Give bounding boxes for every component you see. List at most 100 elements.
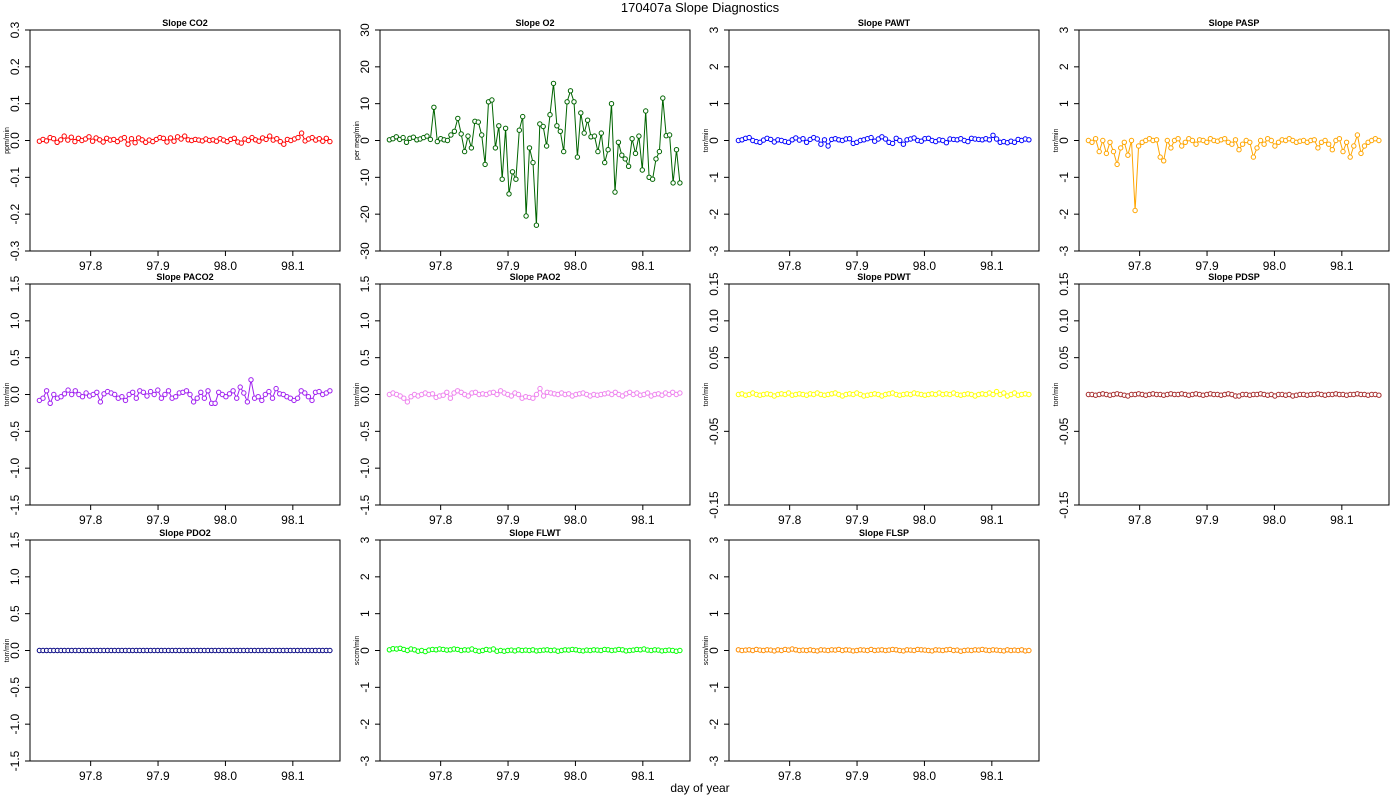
data-point [444, 389, 450, 395]
data-point [151, 391, 157, 398]
y-tick-label: 1 [707, 100, 721, 107]
panel-slope-paco2: Slope PACO2 97.8 97.9 98.0 98.1 -1.5 -1.0 -0.5 0… [4, 272, 341, 527]
data-point [267, 133, 273, 139]
data-point [266, 388, 272, 395]
data-point [990, 132, 996, 139]
y-tick-label: 0.1 [8, 95, 22, 112]
data-point [677, 180, 683, 186]
data-point [178, 136, 184, 142]
x-tick-label: 98.1 [631, 513, 655, 527]
y-tick-label: 0.15 [1057, 272, 1071, 296]
data-point [112, 391, 118, 398]
y-tick-label: -2 [707, 719, 721, 730]
plot-frame [728, 283, 1040, 506]
y-tick-label: -0.3 [8, 240, 22, 261]
y-tick-label: 0 [707, 647, 721, 654]
series-line [1088, 133, 1380, 211]
y-axis-label: torr/min [4, 639, 11, 663]
data-point [72, 388, 79, 394]
y-tick-label: 0.0 [8, 132, 22, 149]
data-point [1229, 141, 1235, 147]
data-point [262, 391, 268, 398]
data-point [89, 138, 96, 144]
data-point [595, 148, 601, 155]
x-tick-label: 97.8 [429, 259, 453, 273]
y-axis-label: torr/min [4, 383, 11, 407]
data-point [238, 140, 245, 146]
data-point [1135, 143, 1142, 149]
data-point [1347, 154, 1353, 160]
data-point [451, 128, 458, 135]
data-point [1236, 147, 1242, 153]
y-tick-label: -0.15 [707, 491, 721, 519]
data-point [94, 389, 100, 395]
panel-title: Slope PDWT [857, 272, 911, 282]
data-point [1026, 137, 1032, 143]
y-tick-label: 0.10 [707, 309, 721, 333]
data-point [1161, 158, 1167, 164]
y-tick-label: 0 [358, 137, 372, 144]
data-point [1376, 137, 1382, 144]
x-tick-label: 98.1 [281, 259, 305, 273]
y-tick-label: 0.5 [8, 605, 22, 622]
data-point [1189, 137, 1196, 144]
data-point [530, 395, 536, 401]
data-point [133, 395, 140, 401]
x-tick-label: 98.1 [1330, 259, 1354, 273]
data-point [785, 139, 792, 146]
data-point [1261, 141, 1267, 147]
data-point [1089, 139, 1095, 146]
panel-slope-pdsp: Slope PDSP 97.8 97.9 98.0 98.1 -0.15 -0.05 0.05… [1053, 272, 1390, 527]
y-tick-label: 0.5 [358, 349, 372, 366]
data-point [649, 176, 656, 182]
data-point [492, 145, 499, 151]
data-point [479, 132, 485, 138]
data-point [1182, 139, 1189, 146]
y-tick-label: -1.5 [8, 494, 22, 515]
data-point [187, 391, 193, 398]
data-point [911, 135, 917, 141]
y-tick-label: -1.0 [358, 458, 372, 479]
data-point [591, 133, 598, 139]
panel-title: Slope O2 [515, 18, 554, 28]
y-axis-label: torr/min [703, 383, 710, 407]
y-tick-label: 0.0 [8, 386, 22, 403]
x-tick-label: 97.9 [845, 513, 869, 527]
data-point [537, 121, 543, 127]
x-tick-label: 98.0 [1263, 513, 1287, 527]
x-axis-label: day of year [670, 781, 730, 795]
data-point [523, 213, 529, 219]
data-point [61, 133, 67, 139]
x-tick-label: 97.9 [496, 259, 520, 273]
data-point [1204, 139, 1210, 146]
data-point [677, 647, 683, 654]
x-tick-label: 98.1 [631, 259, 655, 273]
x-tick-label: 98.0 [913, 259, 937, 273]
data-point [482, 161, 488, 168]
data-point [1257, 137, 1264, 144]
x-tick-label: 98.0 [1263, 259, 1287, 273]
x-tick-label: 97.9 [496, 769, 520, 783]
data-point [427, 136, 434, 143]
data-point [114, 138, 121, 145]
data-point [557, 128, 563, 135]
data-point [571, 99, 577, 105]
panel-title: Slope PAO2 [510, 272, 561, 282]
y-tick-label: 1.5 [8, 531, 22, 548]
data-point [51, 391, 57, 398]
data-point [598, 130, 604, 136]
data-point [201, 395, 208, 401]
data-point [226, 391, 233, 397]
y-tick-label: -0.05 [1057, 417, 1071, 445]
data-point [327, 138, 333, 145]
data-point [567, 88, 574, 94]
data-point [167, 135, 174, 141]
data-point [255, 394, 261, 400]
data-point [305, 394, 312, 400]
data-point [1275, 139, 1282, 146]
data-point [273, 385, 279, 392]
y-tick-label: 1.5 [8, 275, 22, 292]
x-tick-label: 98.0 [214, 513, 238, 527]
x-tick-label: 97.8 [79, 513, 103, 527]
y-tick-label: 3 [707, 536, 721, 543]
